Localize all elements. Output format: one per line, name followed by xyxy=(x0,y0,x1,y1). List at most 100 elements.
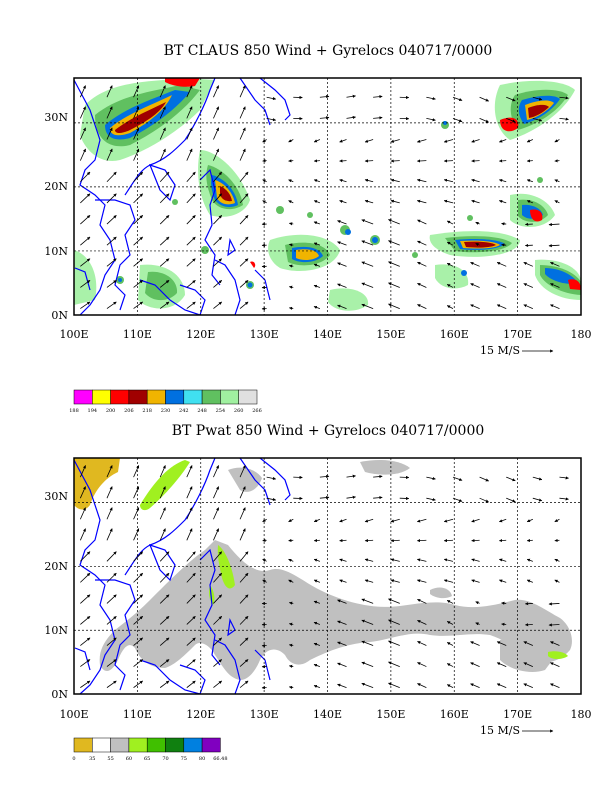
wind-arrow xyxy=(337,684,346,687)
wind-arrow xyxy=(240,508,245,520)
wind-arrow xyxy=(80,529,85,541)
wind-arrow xyxy=(549,224,559,225)
wind-arrow xyxy=(388,683,399,688)
wind-arrow xyxy=(80,86,85,98)
wind-arrow xyxy=(134,302,143,309)
wind-arrow xyxy=(263,201,267,203)
wind-arrow xyxy=(160,215,169,224)
wind-arrow xyxy=(480,118,489,122)
colorbar-swatch xyxy=(129,390,147,404)
wind-arrow xyxy=(417,684,426,688)
wind-arrow xyxy=(499,201,506,203)
wind-arrow xyxy=(391,559,400,561)
wind-arrow xyxy=(240,149,245,161)
wind-arrow xyxy=(80,194,90,203)
x-label: 170E xyxy=(503,328,532,341)
wind-arrow xyxy=(314,559,320,561)
wind-arrow xyxy=(187,508,192,520)
wind-arrow xyxy=(373,476,382,477)
colorbar-label: 70 xyxy=(162,756,168,762)
wind-arrow xyxy=(527,519,533,521)
wind-arrow xyxy=(337,263,346,266)
colorbar-swatch xyxy=(147,738,165,752)
wind-arrow xyxy=(472,201,480,203)
wind-arrow xyxy=(240,552,248,562)
colorbar-label: 260 xyxy=(234,408,244,414)
wind-arrow xyxy=(134,237,143,245)
x-label: 110E xyxy=(123,328,152,341)
wind-arrow xyxy=(267,97,276,99)
wind-arrow xyxy=(134,681,143,688)
wind-arrow xyxy=(240,172,248,182)
wind-arrow xyxy=(472,559,480,561)
colorbar-label: 218 xyxy=(142,408,152,414)
wind-arrow xyxy=(187,302,196,309)
wind-arrow xyxy=(320,96,329,97)
wind-arrow xyxy=(267,477,276,479)
wind-arrow xyxy=(444,559,453,561)
wind-arrow xyxy=(444,180,453,182)
wind-arrow xyxy=(314,139,320,141)
wind-arrow xyxy=(365,201,373,203)
wind-arrow xyxy=(555,519,560,521)
colorbar-label: 0 xyxy=(72,756,75,762)
wind-arrow xyxy=(417,580,426,582)
wind-arrow xyxy=(314,222,320,224)
wind-arrow xyxy=(365,519,373,521)
wind-arrow xyxy=(187,486,192,498)
wind-arrow xyxy=(314,180,320,182)
wind-arrow xyxy=(160,259,169,267)
wind-arrow xyxy=(362,662,373,666)
wind-arrow xyxy=(417,262,426,266)
y-label-3: 30N xyxy=(44,111,68,124)
x-label: 120E xyxy=(186,708,215,721)
wind-arrow xyxy=(444,580,453,582)
colorbar-swatch xyxy=(202,738,220,752)
wind-arrow xyxy=(471,262,480,266)
wind-arrow xyxy=(471,684,480,688)
wind-arrow xyxy=(550,663,559,667)
wind-arrow xyxy=(480,97,489,101)
wind-arrow xyxy=(240,302,248,309)
wind-arrow xyxy=(80,172,90,182)
wind-arrow xyxy=(447,306,453,309)
wind-arrow xyxy=(471,642,480,646)
wind-arrow xyxy=(107,681,116,688)
wind-arrow xyxy=(213,107,218,119)
wind-arrow xyxy=(549,245,559,246)
colorbar-label: 200 xyxy=(106,408,116,414)
wind-arrow xyxy=(337,663,346,666)
wind-arrow xyxy=(134,573,143,582)
wind-arrow xyxy=(80,215,90,224)
wind-arrow xyxy=(447,664,453,667)
wind-arrow xyxy=(107,194,116,203)
wind-arrow xyxy=(314,519,320,521)
wind-arrow xyxy=(263,519,267,521)
wind-arrow xyxy=(527,559,533,561)
wind-arrow xyxy=(240,107,245,119)
wind-arrow xyxy=(187,659,196,666)
wind-arrow xyxy=(213,128,218,140)
wind-arrow xyxy=(471,284,480,288)
wind-arrow xyxy=(347,96,356,97)
wind-arrow xyxy=(134,486,139,498)
wind-arrow xyxy=(160,508,165,520)
wind-arrow xyxy=(524,684,533,688)
wind-arrow xyxy=(107,595,116,604)
wind-arrow xyxy=(497,684,506,688)
wind-arrow xyxy=(160,552,169,562)
x-label: 180 xyxy=(571,708,592,721)
wind-arrow xyxy=(417,599,426,603)
wind-arrow xyxy=(527,180,533,182)
colorbar-label: 66.48 xyxy=(213,756,227,762)
wind-arrow xyxy=(187,215,196,224)
wind-arrow xyxy=(80,149,85,161)
wind-arrow xyxy=(263,180,267,182)
wind-arrow xyxy=(471,663,480,667)
colorbar-swatch xyxy=(184,738,202,752)
wind-arrow xyxy=(80,237,90,245)
colorbar-swatch xyxy=(147,390,165,404)
wind-arrow xyxy=(391,519,400,521)
